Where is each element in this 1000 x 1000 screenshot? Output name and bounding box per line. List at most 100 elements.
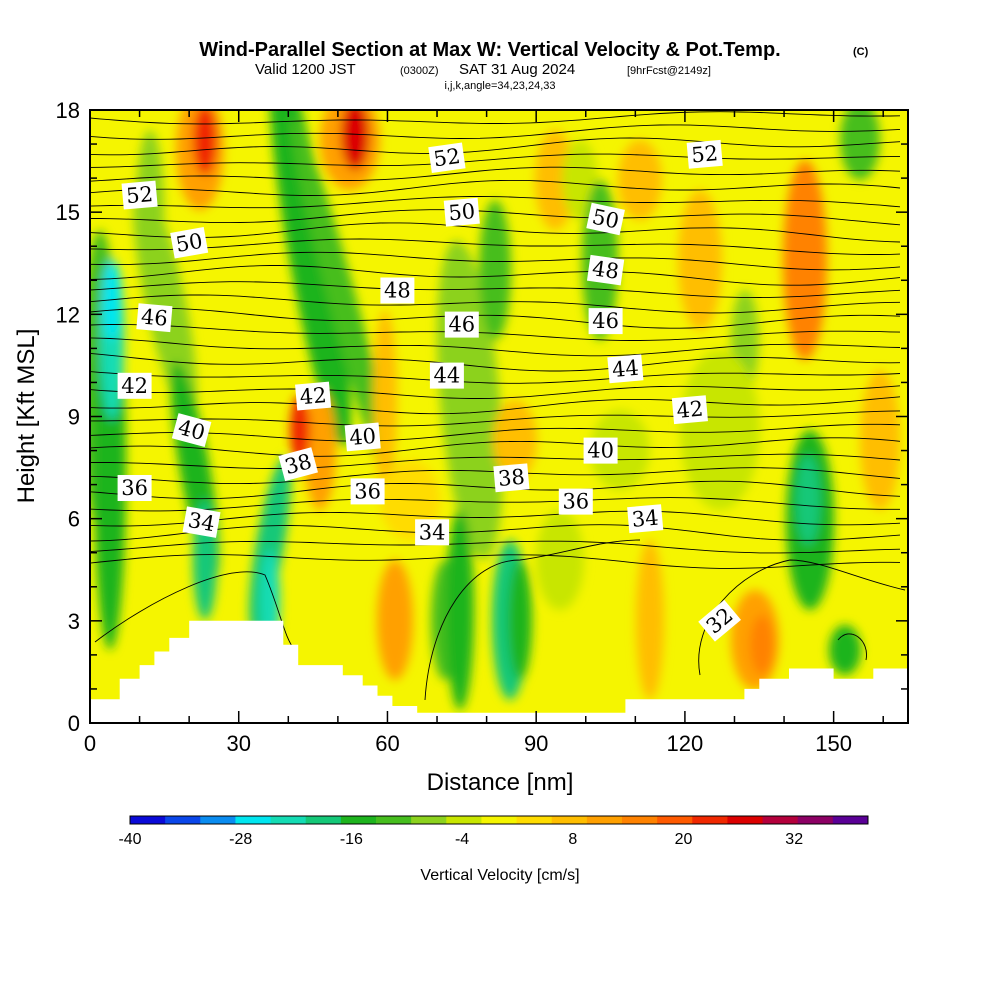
velocity-blob (860, 370, 900, 510)
x-axis-label: Distance [nm] (427, 769, 574, 796)
x-tick-label: 150 (815, 731, 852, 756)
potential-temperature-contours (90, 111, 906, 701)
isentrope-line (90, 423, 901, 442)
velocity-blob (291, 116, 399, 504)
grid-info: i,j,k,angle=34,23,24,33 (444, 80, 555, 92)
isentrope-line (90, 410, 901, 427)
contour-label: 36 (117, 475, 152, 501)
colorbar: -40 -28 -16 -4 8 20 32 (118, 815, 869, 848)
velocity-blob (508, 560, 532, 680)
isentrope-line (90, 385, 901, 399)
isentrope-line (90, 352, 901, 372)
velocity-blob (750, 615, 774, 675)
contour-label-box (698, 599, 741, 642)
contour-label: 34 (182, 506, 221, 538)
contour-label-text: 38 (497, 465, 526, 491)
isentrope-line (90, 480, 901, 500)
velocity-blob (446, 510, 474, 710)
isentrope-line (90, 222, 901, 243)
contour-label-box (295, 381, 332, 411)
contour-label-box (380, 277, 415, 304)
colorbar-swatch (622, 816, 658, 824)
velocity-blob (590, 410, 650, 490)
contour-label-text: 52 (125, 182, 154, 208)
isentrope-line (90, 179, 901, 196)
isentrope-line (90, 437, 901, 457)
colorbar-swatch (481, 816, 518, 824)
contour-label: 44 (607, 354, 644, 384)
contour-label: 34 (627, 504, 664, 534)
forecast-info: [9hrFcst@2149z] (627, 65, 711, 77)
colorbar-swatch (657, 816, 693, 824)
isentrope-line (90, 153, 900, 168)
x-tick-label: 90 (524, 731, 548, 756)
contour-label-text: 40 (348, 424, 377, 450)
colorbar-tick-label: -28 (229, 831, 252, 848)
contour-label-box (588, 308, 623, 335)
colorbar-swatch (727, 816, 764, 824)
colorbar-tick-label: 8 (568, 831, 577, 848)
contour-label-box (586, 202, 625, 236)
contour-label-text: 52 (690, 141, 719, 167)
contour-label: 42 (671, 395, 708, 425)
contour-label: 50 (586, 202, 625, 236)
contour-label: 52 (686, 139, 723, 169)
contour-label-text: 46 (448, 313, 475, 337)
contour-label-text: 42 (299, 383, 328, 409)
contour-label-box (429, 362, 464, 389)
y-tick-label: 9 (68, 405, 80, 430)
colorbar-swatch (446, 816, 482, 824)
valid-time: Valid 1200 JST (255, 61, 356, 78)
contour-label-text: 44 (434, 364, 461, 388)
isentrope-line (90, 166, 901, 182)
contour-label-text: 44 (611, 356, 640, 382)
isentrope-line (90, 196, 901, 209)
isentrope-line (90, 265, 901, 286)
velocity-blob (618, 140, 662, 220)
contour-label-box (443, 197, 480, 227)
contour-label-text: 42 (676, 397, 705, 423)
colorbar-swatch (340, 816, 377, 824)
contour-label-box (182, 506, 221, 538)
y-tick-label: 18 (56, 98, 80, 123)
x-tick-label: 0 (84, 731, 96, 756)
isentrope-line (90, 540, 901, 554)
isentrope-line (90, 124, 901, 140)
contour-label-text: 50 (447, 199, 476, 225)
velocity-blob (829, 625, 861, 675)
contour-label-box (671, 395, 708, 425)
contour-label-box (350, 478, 385, 505)
colorbar-tick-label: -16 (340, 831, 363, 848)
isentrope-line (90, 337, 901, 357)
isentrope-line (424, 539, 641, 701)
isentrope-line (90, 111, 901, 125)
colorbar-swatch (832, 816, 869, 824)
plot-area: 52 50 46 42 40 36 34 42 38 40 36 48 52 50 46 44 34 38 36 50… (90, 110, 908, 723)
contour-label: 40 (171, 413, 212, 448)
velocity-blob (269, 110, 351, 447)
contour-label: 38 (493, 463, 530, 493)
contour-label-text: 36 (354, 479, 381, 503)
contour-label-box (493, 463, 530, 493)
velocity-blob (377, 560, 413, 680)
colorbar-swatch (551, 816, 588, 824)
contour-label-text: 42 (121, 374, 148, 398)
colorbar-swatch (797, 816, 834, 824)
colorbar-frame (129, 815, 869, 825)
colorbar-swatch (165, 816, 201, 824)
contour-label-text: 50 (590, 204, 621, 233)
contour-labels: 52 50 46 42 40 36 34 42 38 40 36 48 52 50 46 44 34 38 36 50… (117, 139, 741, 642)
contour-label-text: 36 (562, 490, 589, 514)
contour-label: 36 (350, 478, 385, 505)
velocity-blob (249, 456, 291, 634)
contour-label-box (170, 227, 209, 259)
isentrope-line (837, 633, 867, 661)
velocity-blob (783, 160, 827, 360)
contour-label-box (415, 519, 450, 546)
isentrope-line (90, 307, 901, 329)
colorbar-swatch (586, 816, 623, 824)
contour-label-box (136, 303, 173, 333)
isentrope-line (90, 497, 900, 512)
contour-label: 50 (170, 227, 209, 259)
colorbar-swatch (130, 816, 166, 824)
